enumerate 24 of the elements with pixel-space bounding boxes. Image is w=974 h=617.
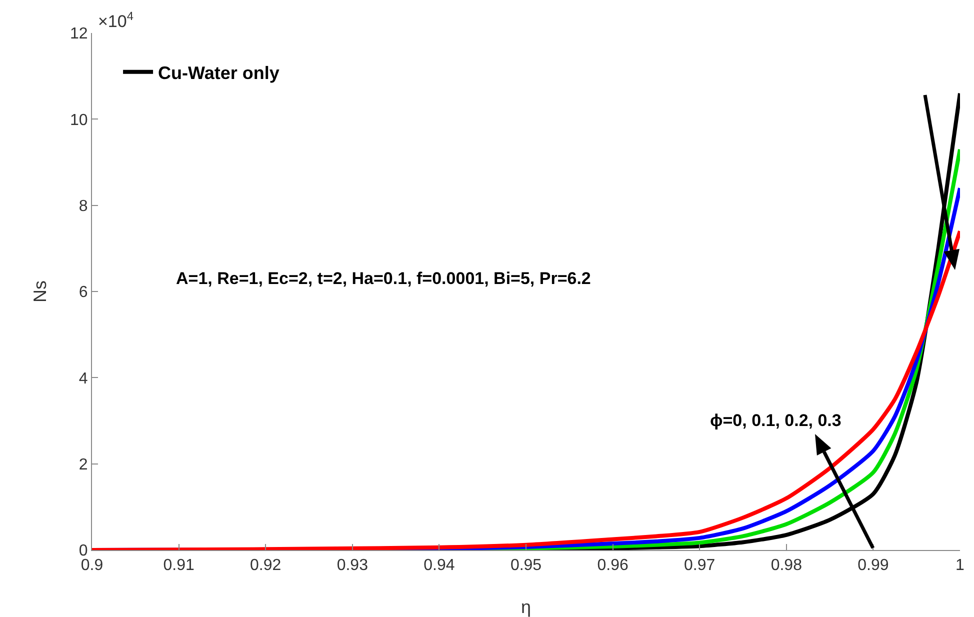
y-tick-label: 0 <box>78 542 88 560</box>
legend-label: Cu-Water only <box>158 62 280 83</box>
annotation: ϕ=0, 0.1, 0.2, 0.3 <box>710 411 842 430</box>
x-axis-title: η <box>520 597 532 617</box>
x-tick-label: 0.93 <box>336 557 368 574</box>
y-tick-label: 2 <box>78 456 88 474</box>
x-tick-label: 0.94 <box>424 557 455 574</box>
y-axis-title: Ns <box>30 280 50 302</box>
x-tick-label: 0.95 <box>510 557 542 574</box>
x-tick-label: 0.98 <box>770 557 802 574</box>
text: ×10$^{4}$ <box>98 9 134 32</box>
x-tick-label: 0.9 <box>80 557 104 574</box>
x-tick-label: 0.96 <box>597 557 628 574</box>
x-tick-label: 0.91 <box>163 557 194 574</box>
x-tick-label: 0.92 <box>250 557 282 574</box>
y-tick-label: 8 <box>78 198 88 215</box>
x-tick-label: 1 <box>956 557 965 574</box>
y-tick-label: 4 <box>78 370 88 388</box>
x-tick-label: 0.99 <box>858 557 889 574</box>
annotation: A=1, Re=1, Ec=2, t=2, Ha=0.1, f=0.0001, Bi=5, Pr=6.2 <box>176 269 591 288</box>
y-tick-label: 10 <box>70 112 88 129</box>
y-tick-label: 6 <box>78 284 88 302</box>
x-tick-label: 0.97 <box>684 557 716 574</box>
y-tick-label: 12 <box>70 26 88 43</box>
